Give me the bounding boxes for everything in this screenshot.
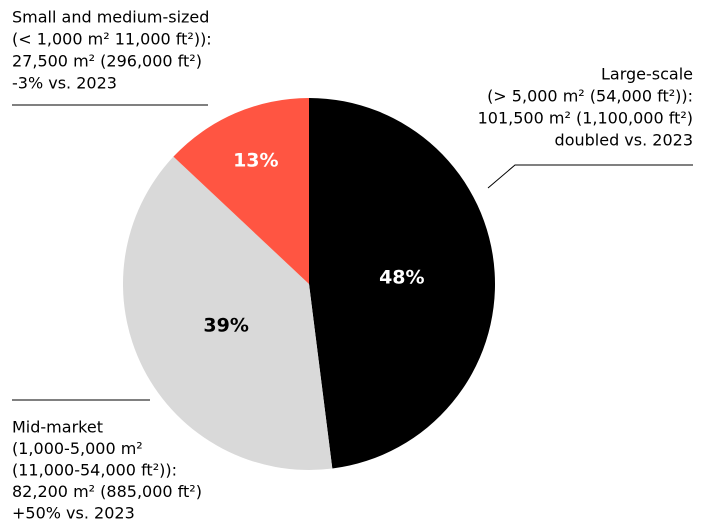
value-label: 48% (379, 267, 424, 289)
category-detail: 101,500 m² (1,100,000 ft²) (478, 109, 693, 128)
pie-slice (122, 156, 333, 470)
category-label: Large-scale (601, 65, 693, 84)
category-label: Small and medium-sized (12, 8, 209, 27)
value-label: 13% (233, 150, 278, 172)
pie-slice (173, 98, 309, 284)
category-label: Mid-market (12, 418, 103, 437)
category-detail: -3% vs. 2023 (12, 74, 117, 93)
category-detail: 82,200 m² (885,000 ft²) (12, 482, 202, 501)
category-detail: (> 5,000 m² (54,000 ft²)): (487, 87, 693, 106)
category-detail: 27,500 m² (296,000 ft²) (12, 52, 202, 71)
leader-line (487, 164, 693, 189)
category-detail: +50% vs. 2023 (12, 504, 135, 519)
pie-slice (309, 97, 496, 469)
category-detail: (11,000-54,000 ft²)): (12, 461, 177, 480)
category-detail: (< 1,000 m² 11,000 ft²)): (12, 30, 212, 49)
category-detail: doubled vs. 2023 (555, 131, 693, 150)
value-label: 39% (203, 315, 248, 337)
category-detail: (1,000-5,000 m² (12, 439, 143, 458)
